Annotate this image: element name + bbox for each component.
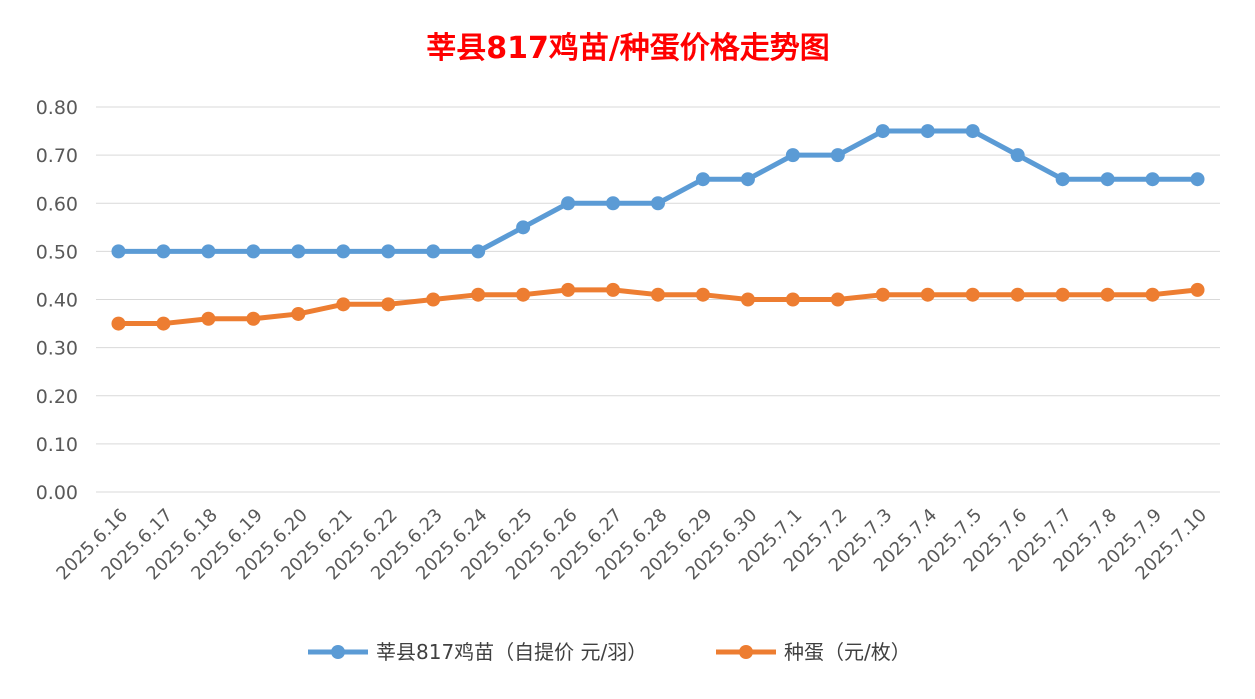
legend-item: 种蛋（元/枚） — [716, 640, 911, 664]
data-point — [1010, 148, 1025, 163]
data-point — [381, 297, 396, 312]
data-point — [875, 287, 890, 302]
data-point — [201, 311, 216, 326]
data-point — [785, 292, 800, 307]
data-point — [246, 244, 261, 259]
y-tick-label: 0.50 — [36, 241, 78, 263]
data-point — [606, 196, 621, 211]
legend: 莘县817鸡苗（自提价 元/羽） 种蛋（元/枚） — [308, 640, 911, 664]
data-point — [695, 287, 710, 302]
data-point — [156, 316, 171, 331]
data-point — [1010, 287, 1025, 302]
data-point — [785, 148, 800, 163]
data-point — [606, 282, 621, 297]
data-point — [1145, 172, 1160, 187]
data-point — [381, 244, 396, 259]
y-tick-label: 0.20 — [36, 386, 78, 408]
y-tick-label: 0.30 — [36, 338, 78, 360]
data-point — [740, 292, 755, 307]
data-point — [965, 287, 980, 302]
data-point — [471, 287, 486, 302]
data-point — [1145, 287, 1160, 302]
data-point — [111, 244, 126, 259]
data-point — [291, 244, 306, 259]
data-point — [291, 306, 306, 321]
data-point — [830, 148, 845, 163]
data-point — [561, 196, 576, 211]
data-point — [740, 172, 755, 187]
series-1 — [111, 124, 1205, 259]
chart-title: 莘县817鸡苗/种蛋价格走势图 — [426, 31, 830, 66]
series-lines — [111, 124, 1205, 331]
data-point — [1190, 282, 1205, 297]
data-point — [426, 292, 441, 307]
series-2 — [111, 282, 1205, 331]
data-point — [516, 287, 531, 302]
y-tick-label: 0.10 — [36, 434, 78, 456]
data-point — [201, 244, 216, 259]
data-point — [965, 124, 980, 139]
y-tick-label: 0.00 — [36, 482, 78, 504]
legend-label: 莘县817鸡苗（自提价 元/羽） — [376, 640, 647, 664]
data-point — [875, 124, 890, 139]
y-tick-label: 0.40 — [36, 290, 78, 312]
y-tick-label: 0.70 — [36, 145, 78, 167]
data-point — [426, 244, 441, 259]
data-point — [1055, 287, 1070, 302]
legend-swatch-marker — [739, 645, 753, 659]
y-tick-label: 0.60 — [36, 193, 78, 215]
data-point — [516, 220, 531, 235]
data-point — [651, 196, 665, 211]
data-point — [920, 124, 935, 139]
legend-label: 种蛋（元/枚） — [784, 640, 911, 664]
data-point — [336, 244, 351, 259]
data-point — [336, 297, 351, 312]
y-axis-ticks: 0.00 0.10 0.20 0.30 0.40 0.50 0.60 0.70 0.80 — [36, 97, 78, 504]
data-point — [651, 287, 665, 302]
data-point — [920, 287, 935, 302]
data-point — [471, 244, 486, 259]
data-point — [830, 292, 845, 307]
data-point — [695, 172, 710, 187]
data-point — [1055, 172, 1070, 187]
data-point — [561, 282, 576, 297]
legend-item: 莘县817鸡苗（自提价 元/羽） — [308, 640, 647, 664]
data-point — [1100, 287, 1115, 302]
series-line — [115, 128, 1201, 254]
data-point — [1100, 172, 1115, 187]
data-point — [1190, 172, 1205, 187]
data-point — [156, 244, 171, 259]
legend-swatch-marker — [331, 645, 345, 659]
data-point — [111, 316, 126, 331]
data-point — [246, 311, 261, 326]
y-tick-label: 0.80 — [36, 97, 78, 119]
x-axis-ticks: 2025.6.162025.6.172025.6.182025.6.192025… — [52, 505, 1211, 585]
